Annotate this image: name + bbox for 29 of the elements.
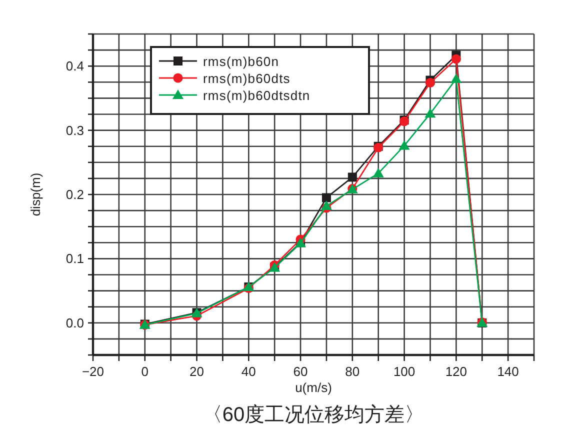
point [450, 73, 462, 83]
y-tick-label: 0.3 [66, 122, 84, 138]
y-tick-label: 0.1 [66, 251, 84, 266]
legend-label: rms(m)b60dts [203, 71, 290, 86]
x-tick-label: 60 [293, 364, 308, 379]
x-tick-label: 40 [241, 364, 256, 379]
x-tick-label: 140 [497, 364, 519, 379]
x-tick-label: 80 [345, 364, 360, 379]
point [320, 200, 332, 210]
point [451, 54, 461, 64]
point [322, 193, 331, 202]
point [348, 172, 357, 182]
point [372, 168, 384, 178]
x-tick-label: 20 [190, 364, 204, 379]
point [424, 108, 436, 118]
point [398, 140, 410, 150]
y-tick-label: 0.2 [66, 187, 84, 202]
y-axis-title: disp(m) [28, 172, 43, 216]
x-axis-title: u(m/s) [295, 380, 332, 395]
text: 〈60度工况位移均方差〉 [202, 403, 425, 426]
x-tick-label: 0 [141, 364, 148, 379]
point [425, 78, 436, 88]
y-tick-label: 0.0 [66, 315, 84, 330]
x-tick-label: 120 [445, 364, 468, 379]
x-tick-label: −20 [82, 364, 104, 379]
legend-label: rms(m)b60n [203, 54, 280, 69]
legend-label: rms(m)b60dtsdtn [203, 88, 310, 103]
x-tick-label: 100 [393, 364, 416, 379]
y-tick-label: 0.4 [66, 58, 84, 74]
